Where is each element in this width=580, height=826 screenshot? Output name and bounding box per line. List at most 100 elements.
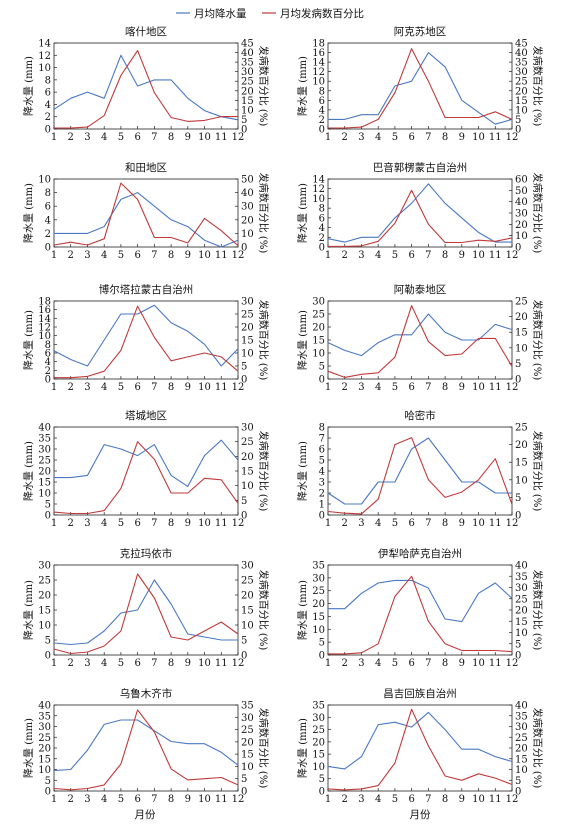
precip-series-line	[53, 54, 239, 121]
x-tick-label: 11	[489, 382, 502, 393]
x-tick-label: 12	[232, 250, 245, 261]
x-tick-label: 6	[408, 518, 414, 529]
x-tick-label: 1	[51, 794, 57, 805]
y-right-axis-label: 发病数百分比 (%)	[257, 173, 270, 254]
y-left-tick-label: 0	[319, 511, 325, 522]
x-tick-label: 8	[168, 132, 174, 143]
x-tick-label: 7	[425, 382, 431, 393]
y-left-tick-label: 14	[312, 58, 325, 69]
x-tick-label: 1	[51, 658, 57, 669]
y-left-tick-label: 2	[45, 366, 51, 377]
plot-frame	[53, 426, 239, 516]
x-tick-label: 4	[101, 250, 107, 261]
y-right-axis-label: 发病数百分比 (%)	[257, 570, 270, 651]
y-right-tick-label: 10	[515, 765, 528, 776]
x-tick-label: 3	[84, 382, 90, 393]
incidence-series-line	[53, 182, 239, 247]
x-tick-label: 1	[325, 658, 331, 669]
x-tick-label: 10	[198, 658, 211, 669]
y-left-tick-label: 4	[45, 215, 51, 226]
y-left-tick-label: 0	[45, 375, 51, 386]
y-right-tick-label: 25	[515, 594, 528, 605]
x-tick-label: 3	[84, 132, 90, 143]
y-right-tick-label: 0	[515, 511, 521, 522]
y-right-tick-label: 30	[241, 297, 254, 308]
y-left-tick-label: 6	[319, 213, 325, 224]
y-left-tick-label: 0	[45, 511, 51, 522]
x-tick-label: 4	[101, 658, 107, 669]
y-right-tick-label: 25	[515, 297, 528, 308]
y-left-tick-label: 8	[45, 75, 51, 86]
y-left-axis-label: 降水量 (mm)	[22, 56, 35, 116]
y-right-tick-label: 25	[515, 423, 528, 434]
y-left-tick-label: 30	[38, 445, 51, 456]
y-left-tick-label: 14	[38, 39, 51, 50]
y-left-tick-label: 8	[319, 86, 325, 97]
y-right-tick-label: 15	[515, 754, 528, 765]
x-tick-label: 3	[358, 250, 364, 261]
x-tick-label: 7	[425, 518, 431, 529]
incidence-series-line	[53, 441, 239, 515]
y-left-tick-label: 12	[38, 323, 51, 334]
y-left-tick-label: 25	[38, 733, 51, 744]
y-right-tick-label: 25	[241, 77, 254, 88]
y-left-tick-label: 25	[312, 725, 325, 736]
x-tick-label: 1	[51, 382, 57, 393]
y-right-tick-label: 35	[241, 701, 254, 712]
incidence-series-line	[54, 50, 238, 129]
y-right-tick-label: 15	[515, 617, 528, 628]
y-right-tick-label: 15	[241, 336, 254, 347]
x-tick-label: 8	[442, 250, 448, 261]
x-tick-label: 2	[68, 794, 74, 805]
y-left-tick-label: 15	[312, 612, 325, 623]
y-right-tick-label: 40	[515, 701, 528, 712]
y-left-tick-label: 0	[45, 787, 51, 798]
y-left-tick-label: 0	[319, 651, 325, 662]
y-right-tick-label: 25	[241, 310, 254, 321]
x-tick-label: 11	[489, 250, 502, 261]
y-right-tick-label: 30	[515, 67, 528, 78]
x-tick-label: 5	[118, 658, 124, 669]
y-right-tick-label: 35	[241, 58, 254, 69]
x-tick-label: 5	[118, 518, 124, 529]
y-right-tick-label: 10	[515, 628, 528, 639]
y-left-tick-label: 10	[312, 194, 325, 205]
y-left-tick-label: 5	[319, 362, 325, 373]
panel-title: 哈密市	[404, 409, 436, 422]
y-right-tick-label: 10	[241, 621, 254, 632]
x-tick-label: 9	[459, 132, 465, 143]
y-left-tick-label: 2	[319, 233, 325, 244]
x-tick-label: 12	[232, 132, 245, 143]
panel-title: 昌吉回族自治州	[383, 687, 457, 700]
y-right-axis-label: 发病数百分比 (%)	[531, 708, 544, 789]
precip-series-line	[53, 304, 239, 367]
x-tick-label: 9	[185, 250, 191, 261]
precip-series-line	[327, 711, 513, 770]
legend: 月均降水量 月均发病数百分比	[176, 7, 364, 20]
x-tick-label: 9	[185, 794, 191, 805]
y-right-tick-label: 0	[515, 125, 521, 136]
y-left-tick-label: 6	[45, 349, 51, 360]
y-left-tick-label: 10	[38, 621, 51, 632]
y-right-tick-label: 10	[241, 762, 254, 773]
y-left-tick-label: 0	[45, 125, 51, 136]
x-tick-label: 6	[134, 132, 140, 143]
y-left-tick-label: 14	[38, 314, 51, 325]
incidence-series-line	[327, 437, 513, 515]
y-right-tick-label: 10	[515, 105, 528, 116]
y-left-tick-label: 6	[45, 88, 51, 99]
y-left-tick-label: 30	[312, 573, 325, 584]
panel-title: 阿勒泰地区	[394, 283, 447, 296]
y-right-tick-label: 30	[515, 583, 528, 594]
y-right-tick-label: 40	[515, 48, 528, 59]
x-tick-label: 4	[375, 382, 381, 393]
x-tick-label: 12	[506, 250, 519, 261]
y-left-tick-label: 6	[319, 96, 325, 107]
y-left-tick-label: 0	[45, 651, 51, 662]
y-left-tick-label: 1	[319, 500, 325, 511]
x-tick-label: 9	[459, 794, 465, 805]
